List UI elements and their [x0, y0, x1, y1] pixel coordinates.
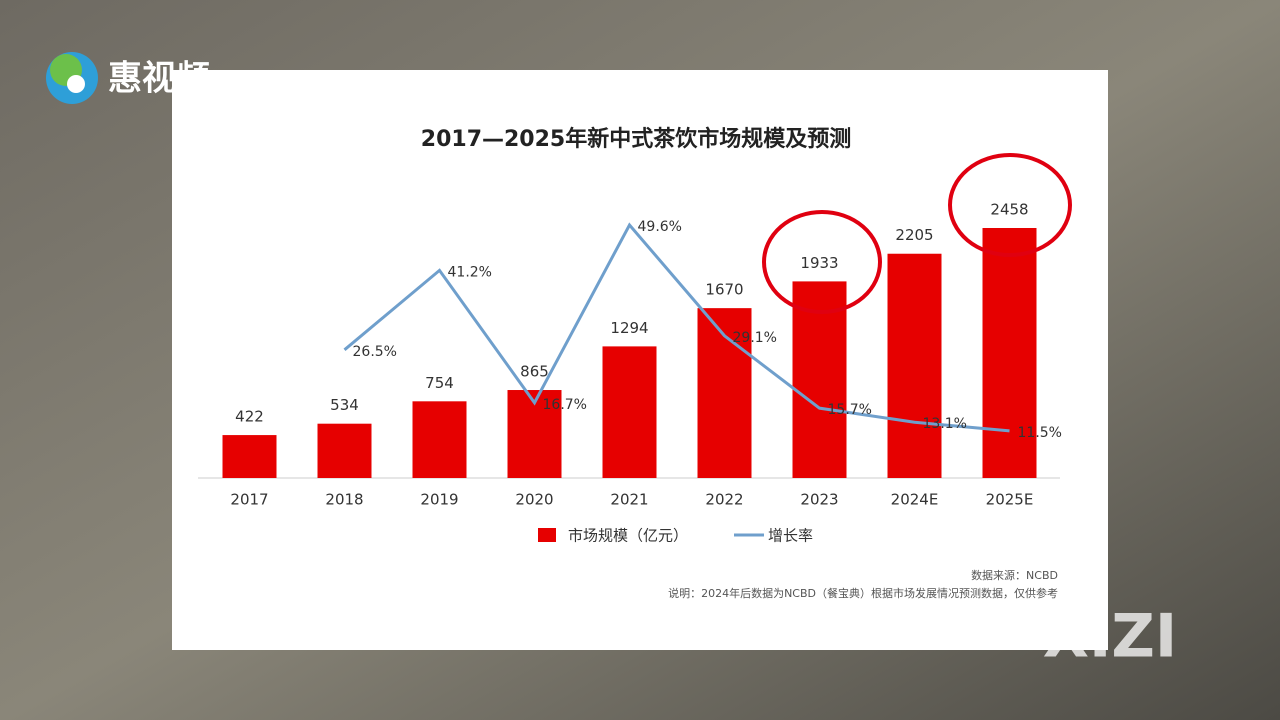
line-value-label: 29.1%: [733, 330, 777, 346]
x-tick-label: 2025E: [986, 491, 1034, 509]
bar-value-label: 422: [235, 408, 264, 426]
bar-value-label: 1933: [800, 254, 838, 272]
bar: [982, 228, 1037, 478]
logo-text: 惠视频: [108, 59, 210, 99]
line-value-label: 15.7%: [828, 402, 872, 418]
logo-icon: [46, 52, 98, 104]
x-tick-label: 2020: [515, 491, 553, 509]
x-tick-label: 2021: [610, 491, 648, 509]
x-tick-label: 2018: [325, 491, 363, 509]
legend-label: 增长率: [768, 527, 813, 545]
bar-value-label: 1670: [705, 281, 743, 299]
bar-value-label: 865: [520, 363, 549, 381]
line-value-label: 16.7%: [543, 397, 587, 413]
x-tick-label: 2017: [230, 491, 268, 509]
legend-label: 市场规模（亿元）: [568, 527, 688, 545]
line-value-label: 13.1%: [923, 416, 967, 432]
x-tick-label: 2024E: [891, 491, 939, 509]
chart-title: 2017—2025年新中式茶饮市场规模及预测: [421, 126, 851, 152]
bar: [222, 435, 277, 478]
x-tick-label: 2022: [705, 491, 743, 509]
bar: [412, 401, 467, 478]
x-tick-label: 2023: [800, 491, 838, 509]
x-tick-label: 2019: [420, 491, 458, 509]
source: 数据来源：NCBD: [971, 568, 1058, 582]
highlight-circle: [762, 210, 882, 314]
plot: 2017 2018 2019 2020 2021 2022 2023 2024E 2025E 42…: [198, 201, 1062, 545]
legend-swatch: [538, 528, 556, 542]
bar-value-label: 2205: [895, 226, 933, 244]
line-value-label: 49.6%: [638, 219, 682, 235]
growth-line: [343, 222, 1010, 433]
highlight-circle: [948, 153, 1072, 257]
bar: [792, 281, 847, 478]
bar: [887, 253, 942, 478]
line-value-label: 11.5%: [1018, 425, 1062, 441]
watermark: XIZI: [1043, 602, 1177, 672]
bar-value-label: 534: [330, 396, 359, 414]
line-value-label: 26.5%: [353, 344, 397, 360]
bar: [317, 423, 372, 478]
bar-value-label: 754: [425, 374, 454, 392]
bar-value-label: 2458: [990, 201, 1028, 219]
line-value-label: 41.2%: [448, 264, 492, 280]
bar: [602, 346, 657, 478]
note: 说明：2024年后数据为NCBD（餐宝典）根据市场发展情况预测数据，仅供参考: [668, 586, 1058, 600]
bar-value-label: 1294: [610, 319, 648, 337]
